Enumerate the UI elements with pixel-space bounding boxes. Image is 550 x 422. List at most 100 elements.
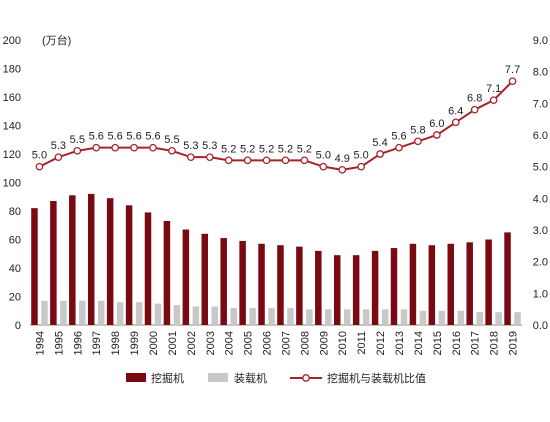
ratio-point <box>357 162 365 171</box>
x-tick-label: 1997 <box>91 331 103 355</box>
x-tick-label: 1994 <box>34 331 46 355</box>
loader-bar <box>79 300 86 325</box>
x-tick-label: 2002 <box>186 331 198 355</box>
legend-swatch-loader <box>208 373 228 382</box>
ratio-data-label: 5.6 <box>126 131 141 143</box>
excavator-bar <box>371 250 379 325</box>
excavator-bar <box>333 255 341 325</box>
excavator-bar <box>106 198 114 325</box>
x-tick-label: 2007 <box>280 331 292 355</box>
x-tick-label: 2016 <box>451 331 463 355</box>
y-left-tick-label: 20 <box>9 292 21 304</box>
excavator-bar <box>315 250 322 325</box>
loader-bar <box>306 309 313 325</box>
x-tick-label: 2014 <box>413 331 425 355</box>
excavator-bar <box>466 242 473 325</box>
ratio-point <box>262 156 271 165</box>
legend: 挖掘机 装载机 挖掘机与装载机比值 <box>126 371 426 385</box>
ratio-point <box>395 143 403 152</box>
ratio-data-label: 5.2 <box>278 143 293 155</box>
x-tick-label: 2015 <box>432 331 444 355</box>
ratio-point <box>489 96 498 105</box>
loader-bar <box>135 302 143 325</box>
ratio-data-label: 5.6 <box>89 131 104 143</box>
loader-bar <box>400 309 408 325</box>
legend-label-ratio: 挖掘机与装载机比值 <box>327 371 426 385</box>
excavator-bar <box>504 232 511 326</box>
ratio-data-label: 6.4 <box>448 105 463 117</box>
ratio-point <box>224 156 233 165</box>
ratio-data-label: 5.2 <box>297 143 312 155</box>
y-right-tick-label: 8.0 <box>533 67 548 79</box>
y-right-tick-label: 9.0 <box>533 35 548 47</box>
y-right-tick-label: 3.0 <box>533 225 548 237</box>
ratio-point <box>243 156 252 165</box>
loader-bar <box>60 300 67 325</box>
ratio-point <box>508 77 517 86</box>
ratio-point <box>376 150 384 158</box>
x-tick-label: 1999 <box>129 331 141 355</box>
bars <box>31 193 521 326</box>
x-tick-label: 1998 <box>110 331 122 355</box>
excavator-bar <box>31 208 38 325</box>
excavator-bar <box>182 229 190 325</box>
ratio-data-label: 5.2 <box>221 143 236 155</box>
excavator-bar <box>390 248 398 325</box>
ratio-point <box>205 153 214 162</box>
excavator-bar <box>258 243 265 325</box>
loader-bar <box>154 303 162 326</box>
excavator-bar <box>428 245 436 325</box>
loader-bar <box>476 312 483 325</box>
ratio-point <box>281 156 290 165</box>
x-tick-label: 2011 <box>356 331 368 355</box>
loader-bar <box>438 310 446 325</box>
excavator-bar <box>239 240 246 325</box>
y-right-tick-label: 0.0 <box>533 320 548 332</box>
loader-bar <box>230 307 237 325</box>
ratio-data-label: 4.9 <box>335 153 350 165</box>
y-left-tick-label: 160 <box>3 92 21 104</box>
ratio-point <box>168 146 176 155</box>
y-left-tick-label: 0 <box>15 320 21 332</box>
ratio-data-label: 6.0 <box>429 118 444 130</box>
loader-bar <box>192 306 200 325</box>
x-tick-label: 2013 <box>394 331 406 355</box>
x-tick-label: 2019 <box>508 331 520 355</box>
ratio-data-label: 7.7 <box>505 64 520 76</box>
loader-bar <box>343 309 351 325</box>
ratio-data-label: 5.3 <box>183 140 198 152</box>
loader-bar <box>325 309 332 325</box>
loader-bar <box>116 302 124 325</box>
y-left-tick-label: 200 <box>3 35 21 47</box>
ratio-data-label: 5.3 <box>202 140 217 152</box>
loader-bar <box>457 310 465 325</box>
ratio-point <box>319 162 328 171</box>
y-left-tick-label: 40 <box>9 263 21 275</box>
legend-swatch-ratio-marker <box>302 374 310 382</box>
ratio-point <box>470 105 479 114</box>
ratio-point <box>73 146 82 155</box>
ratio-point <box>35 162 44 171</box>
excavator-bar <box>125 205 133 325</box>
loader-bar <box>41 300 48 325</box>
y-left-tick-label: 60 <box>9 235 21 247</box>
ratio-point <box>54 153 63 162</box>
ratio-point <box>92 143 101 152</box>
x-tick-label: 2012 <box>375 331 387 355</box>
loader-bar <box>173 305 181 325</box>
x-tick-label: 2018 <box>489 331 501 355</box>
ratio-data-label: 5.4 <box>372 137 387 149</box>
x-tick-label: 2017 <box>470 331 482 355</box>
ratio-data-label: 7.1 <box>486 83 501 95</box>
ratio-data-label: 5.6 <box>145 131 160 143</box>
x-tick-label: 2003 <box>205 331 217 355</box>
ratio-data-label: 5.8 <box>410 124 425 136</box>
excavator-bar <box>447 243 455 325</box>
ratio-point <box>432 131 441 139</box>
ratio-data-label: 5.2 <box>240 143 255 155</box>
excavator-bar <box>163 220 171 325</box>
excavator-bar <box>485 239 492 325</box>
excavator-bar <box>144 212 152 325</box>
